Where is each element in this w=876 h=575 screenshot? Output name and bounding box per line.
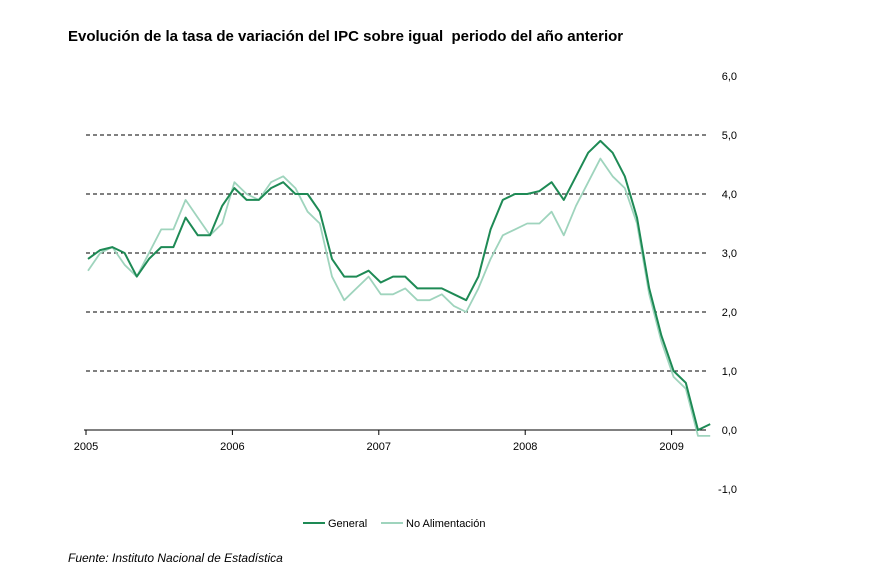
series-lines [87,139,711,437]
gridlines [86,134,706,372]
y-tick-label: 3,0 [722,248,737,260]
y-tick-label: 1,0 [722,366,737,378]
y-axis: -1,0 0,0 1,0 2,0 3,0 4,0 5,0 6,0 [718,71,737,496]
y-tick-label: 5,0 [722,130,737,142]
x-tick-label: 2006 [220,441,244,453]
series-line-no-alimentación [87,157,711,437]
series-line-general [87,139,711,431]
y-tick-label: 0,0 [722,425,737,437]
y-tick-label: 4,0 [722,189,737,201]
x-axis: 2005 2006 2007 2008 2009 [74,429,706,453]
x-tick-label: 2008 [513,441,537,453]
y-tick-label: -1,0 [718,484,737,496]
chart-title: Evolución de la tasa de variación del IP… [68,28,624,45]
legend: General No Alimentación [303,518,486,530]
x-tick-label: 2005 [74,441,98,453]
source-note: Fuente: Instituto Nacional de Estadístic… [68,551,283,565]
legend-label: General [328,518,367,530]
legend-label: No Alimentación [406,518,486,530]
y-tick-label: 2,0 [722,307,737,319]
x-tick-label: 2009 [659,441,683,453]
x-tick-label: 2007 [367,441,391,453]
y-tick-label: 6,0 [722,71,737,83]
